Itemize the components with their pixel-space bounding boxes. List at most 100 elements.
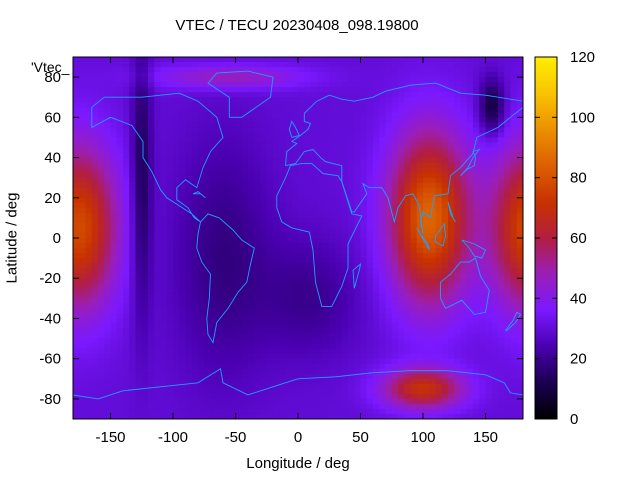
heatmap-cell: [185, 217, 193, 224]
heatmap-cell: [510, 152, 518, 159]
heatmap-cell: [410, 217, 418, 224]
heatmap-cell: [379, 263, 387, 269]
heatmap-cell: [129, 132, 137, 139]
heatmap-cell: [229, 102, 237, 108]
heatmap-cell: [248, 313, 255, 320]
heatmap-cell: [98, 238, 105, 244]
heatmap-cell: [385, 122, 393, 128]
heatmap-cell: [366, 167, 374, 174]
heatmap-cell: [135, 243, 143, 249]
heatmap-cell: [366, 202, 374, 209]
heatmap-cell: [248, 308, 255, 315]
heatmap-cell: [229, 253, 237, 259]
heatmap-cell: [329, 368, 337, 375]
heatmap-cell: [73, 147, 80, 154]
heatmap-cell: [160, 207, 168, 214]
heatmap-cell: [210, 152, 218, 159]
heatmap-cell: [323, 318, 330, 325]
heatmap-cell: [516, 303, 523, 309]
heatmap-cell: [254, 248, 262, 254]
heatmap-cell: [173, 268, 180, 274]
heatmap-cell: [216, 388, 224, 395]
heatmap-cell: [73, 227, 80, 234]
heatmap-cell: [373, 217, 380, 224]
heatmap-cell: [110, 142, 118, 149]
heatmap-cell: [304, 202, 312, 209]
heatmap-cell: [504, 313, 512, 320]
heatmap-cell: [498, 323, 505, 330]
heatmap-cell: [110, 187, 118, 194]
heatmap-cell: [254, 77, 262, 83]
heatmap-cell: [185, 77, 193, 83]
heatmap-cell: [491, 117, 499, 123]
heatmap-cell: [385, 303, 393, 309]
heatmap-cell: [373, 77, 380, 83]
heatmap-cell: [391, 343, 399, 350]
heatmap-cell: [166, 57, 174, 63]
heatmap-cell: [210, 263, 218, 269]
heatmap-cell: [273, 253, 280, 259]
heatmap-cell: [135, 82, 143, 88]
heatmap-cell: [466, 82, 474, 88]
heatmap-cell: [504, 162, 512, 169]
heatmap-cell: [448, 308, 455, 315]
heatmap-cell: [435, 298, 443, 304]
heatmap-cell: [79, 293, 87, 299]
heatmap-cell: [166, 253, 174, 259]
heatmap-cell: [516, 383, 523, 390]
heatmap-cell: [248, 162, 255, 169]
heatmap-cell: [185, 383, 193, 390]
heatmap-cell: [204, 232, 212, 239]
heatmap-cell: [173, 273, 180, 279]
heatmap-cell: [460, 268, 468, 274]
heatmap-cell: [241, 102, 249, 108]
heatmap-cell: [291, 323, 299, 330]
heatmap-cell: [473, 172, 480, 179]
heatmap-cell: [235, 142, 243, 149]
heatmap-cell: [229, 97, 237, 103]
heatmap-cell: [473, 82, 480, 88]
heatmap-cell: [266, 393, 274, 400]
heatmap-cell: [98, 333, 105, 340]
heatmap-cell: [504, 112, 512, 118]
heatmap-cell: [335, 122, 343, 128]
heatmap-cell: [348, 393, 355, 400]
heatmap-cell: [391, 288, 399, 294]
heatmap-cell: [429, 253, 437, 259]
heatmap-cell: [279, 222, 287, 229]
heatmap-cell: [148, 323, 155, 330]
heatmap-cell: [366, 62, 374, 68]
heatmap-cell: [191, 177, 199, 184]
heatmap-cell: [135, 172, 143, 179]
heatmap-cell: [129, 87, 137, 93]
heatmap-cell: [235, 202, 243, 209]
heatmap-cell: [429, 122, 437, 128]
heatmap-cell: [373, 182, 380, 189]
heatmap-cell: [166, 92, 174, 98]
heatmap-cell: [91, 398, 99, 405]
heatmap-cell: [273, 368, 280, 375]
heatmap-cell: [304, 132, 312, 139]
heatmap-cell: [410, 212, 418, 219]
heatmap-cell: [248, 207, 255, 214]
heatmap-cell: [235, 358, 243, 365]
heatmap-cell: [148, 72, 155, 78]
heatmap-cell: [241, 263, 249, 269]
heatmap-cell: [341, 167, 349, 174]
heatmap-cell: [198, 87, 205, 93]
heatmap-cell: [404, 363, 412, 370]
heatmap-cell: [510, 328, 518, 335]
heatmap-cell: [160, 273, 168, 279]
heatmap-cell: [229, 363, 237, 370]
heatmap-cell: [485, 222, 493, 229]
heatmap-cell: [435, 117, 443, 123]
heatmap-cell: [460, 258, 468, 264]
heatmap-cell: [323, 363, 330, 370]
heatmap-cell: [204, 192, 212, 199]
heatmap-cell: [510, 117, 518, 123]
heatmap-cell: [491, 212, 499, 219]
heatmap-cell: [516, 142, 523, 149]
heatmap-cell: [179, 403, 187, 410]
heatmap-cell: [304, 293, 312, 299]
heatmap-cell: [504, 363, 512, 370]
